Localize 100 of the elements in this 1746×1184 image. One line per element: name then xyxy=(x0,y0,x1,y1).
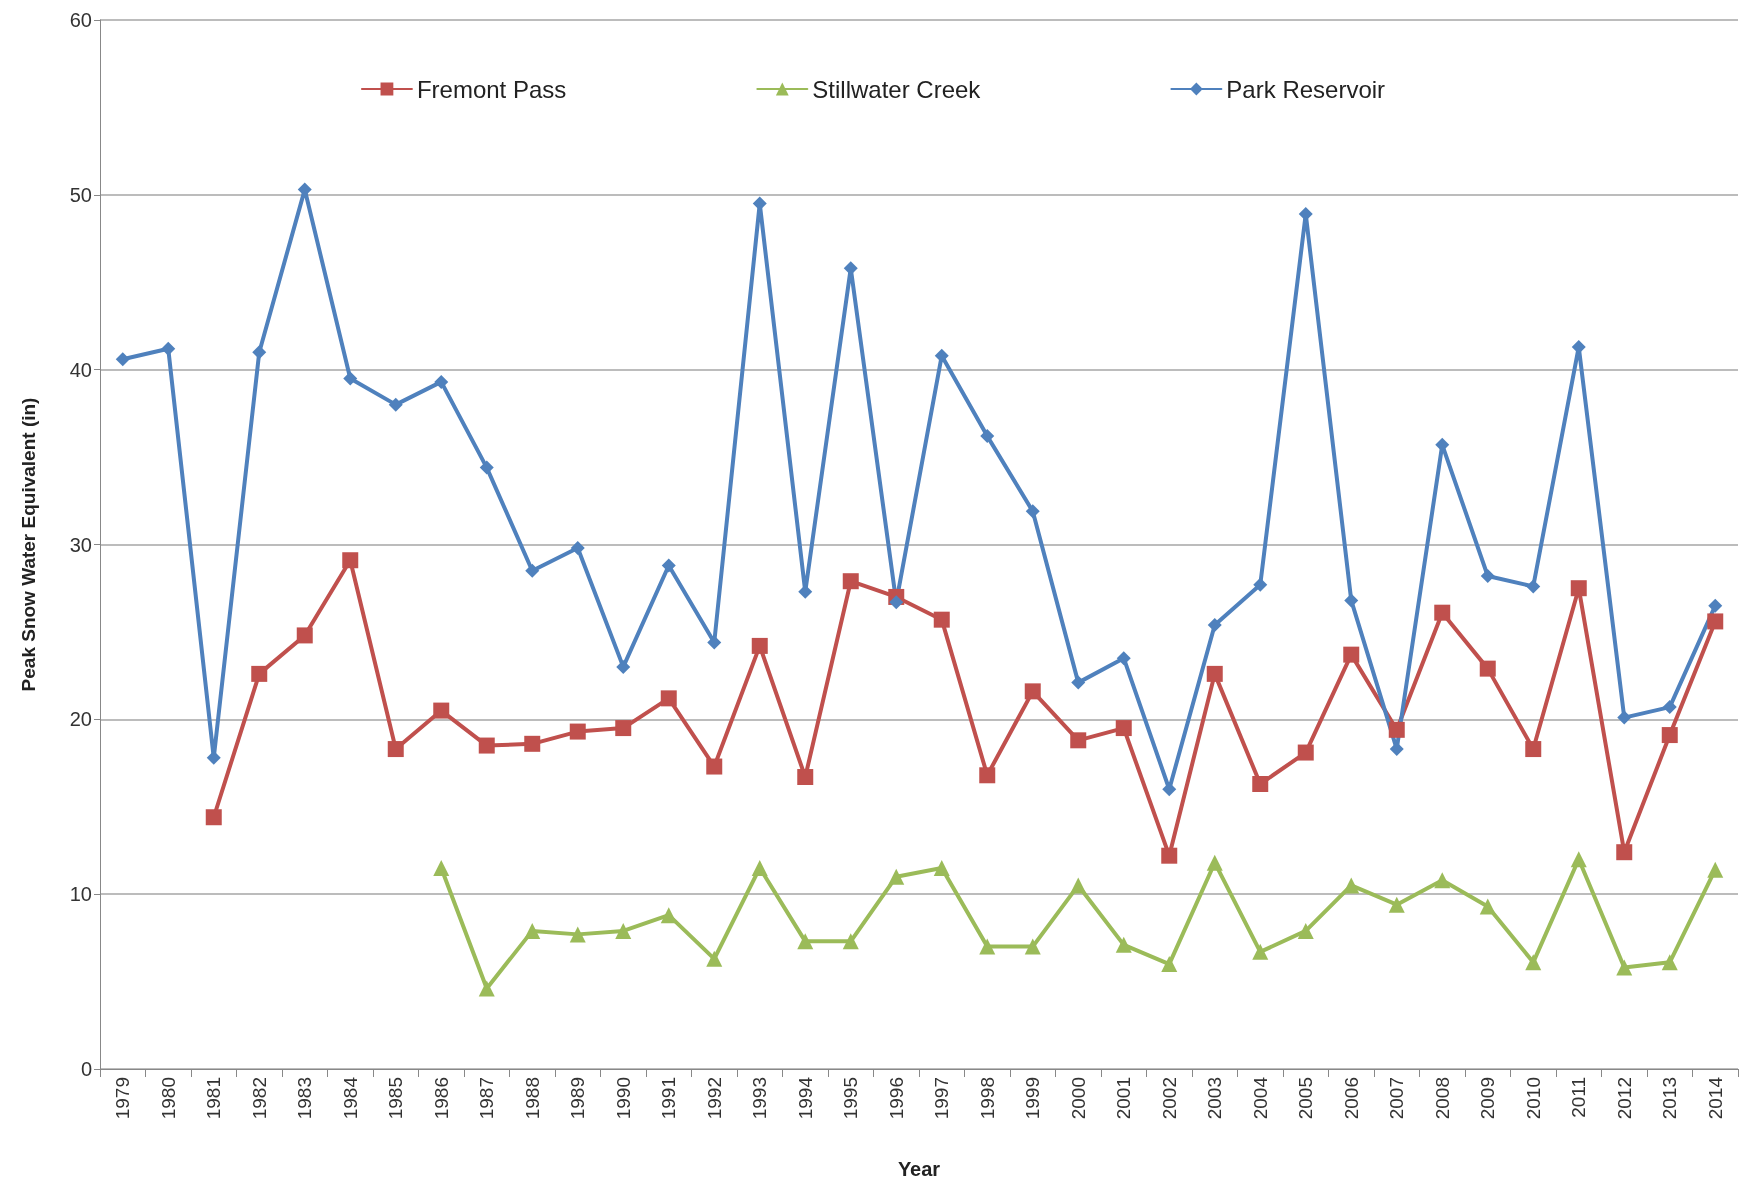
point xyxy=(979,938,996,955)
x-tick-label: 1988 xyxy=(521,1077,543,1120)
x-tick-label: 2003 xyxy=(1204,1077,1226,1120)
x-tick-label: 1996 xyxy=(885,1077,907,1120)
x-tick-label: 1985 xyxy=(385,1077,407,1120)
point xyxy=(1388,896,1405,913)
point xyxy=(1707,861,1724,878)
legend-label: Fremont Pass xyxy=(416,75,567,103)
point xyxy=(1388,721,1405,738)
x-tick-label: 2014 xyxy=(1704,1076,1726,1120)
y-tick-label: 30 xyxy=(69,533,92,556)
point xyxy=(1115,936,1132,953)
point xyxy=(660,690,677,707)
point xyxy=(1297,744,1314,761)
point xyxy=(569,926,586,943)
legend-label: Park Reservoir xyxy=(1226,75,1386,103)
x-tick-label: 2013 xyxy=(1659,1077,1681,1120)
point xyxy=(842,933,859,950)
y-tick-label: 20 xyxy=(69,708,92,731)
point xyxy=(433,702,450,719)
point xyxy=(1434,872,1451,889)
x-tick-label: 1987 xyxy=(476,1077,498,1120)
point xyxy=(252,345,267,360)
point xyxy=(343,371,358,386)
point xyxy=(615,720,632,737)
x-tick-label: 2012 xyxy=(1613,1077,1635,1120)
x-tick-label: 1989 xyxy=(567,1077,589,1120)
point xyxy=(888,868,905,885)
y-axis-title: Peak Snow Water Equivalent (in) xyxy=(18,397,39,692)
point xyxy=(161,341,176,356)
point xyxy=(1206,665,1223,682)
point xyxy=(1435,437,1450,452)
point xyxy=(1525,741,1542,758)
x-tick-label: 1999 xyxy=(1022,1077,1044,1120)
point xyxy=(1661,954,1678,971)
point xyxy=(1571,339,1586,354)
point xyxy=(1070,732,1087,749)
point xyxy=(979,767,996,784)
point xyxy=(296,627,313,644)
point xyxy=(525,563,540,578)
point xyxy=(1297,922,1314,939)
point xyxy=(569,723,586,740)
point xyxy=(797,933,814,950)
point xyxy=(1253,577,1268,592)
legend-label: Stillwater Creek xyxy=(812,75,982,103)
point xyxy=(1526,579,1541,594)
x-tick-label: 1994 xyxy=(794,1076,816,1120)
x-tick-label: 2001 xyxy=(1113,1077,1135,1120)
x-tick-label: 2004 xyxy=(1249,1076,1271,1120)
point xyxy=(661,558,676,573)
point xyxy=(616,659,631,674)
x-tick-label: 1997 xyxy=(931,1077,953,1120)
point xyxy=(433,859,450,876)
point xyxy=(1024,938,1041,955)
point xyxy=(1252,943,1269,960)
y-tick-label: 60 xyxy=(69,9,92,31)
y-tick-label: 50 xyxy=(69,183,92,206)
y-tick-label: 0 xyxy=(80,1058,92,1080)
x-tick-label: 2007 xyxy=(1386,1077,1408,1120)
point xyxy=(889,595,904,610)
point xyxy=(1116,651,1131,666)
x-tick-label: 2011 xyxy=(1568,1077,1590,1118)
x-tick-label: 2005 xyxy=(1295,1077,1317,1120)
point xyxy=(1343,646,1360,663)
point xyxy=(1570,851,1587,868)
y-tick-label: 10 xyxy=(69,883,92,906)
point xyxy=(1389,742,1404,757)
point xyxy=(1708,598,1723,613)
point xyxy=(1707,613,1724,630)
point xyxy=(751,859,768,876)
x-axis-title: Year xyxy=(897,1158,941,1180)
point xyxy=(1525,954,1542,971)
point xyxy=(1024,683,1041,700)
point xyxy=(1025,504,1040,519)
x-tick-label: 1995 xyxy=(840,1077,862,1120)
point xyxy=(751,637,768,654)
x-tick-label: 1986 xyxy=(430,1077,452,1120)
x-tick-label: 1980 xyxy=(157,1077,179,1120)
x-tick-label: 1982 xyxy=(248,1077,270,1120)
x-tick-label: 2009 xyxy=(1477,1077,1499,1120)
point xyxy=(205,809,222,826)
x-tick-label: 2006 xyxy=(1340,1077,1362,1120)
point xyxy=(1661,727,1678,744)
x-tick-label: 1983 xyxy=(294,1077,316,1120)
x-tick-label: 1990 xyxy=(612,1077,634,1120)
point xyxy=(797,769,814,786)
point xyxy=(1343,877,1360,894)
point xyxy=(1479,898,1496,915)
point xyxy=(1616,844,1633,861)
point xyxy=(1070,877,1087,894)
point xyxy=(1480,568,1495,583)
point xyxy=(524,735,541,752)
point xyxy=(933,859,950,876)
point xyxy=(524,922,541,939)
point xyxy=(115,352,130,367)
x-tick-label: 1993 xyxy=(749,1077,771,1120)
x-tick-label: 1981 xyxy=(203,1077,225,1120)
x-tick-label: 1998 xyxy=(976,1077,998,1120)
point xyxy=(842,573,859,590)
x-tick-label: 2010 xyxy=(1522,1077,1544,1120)
